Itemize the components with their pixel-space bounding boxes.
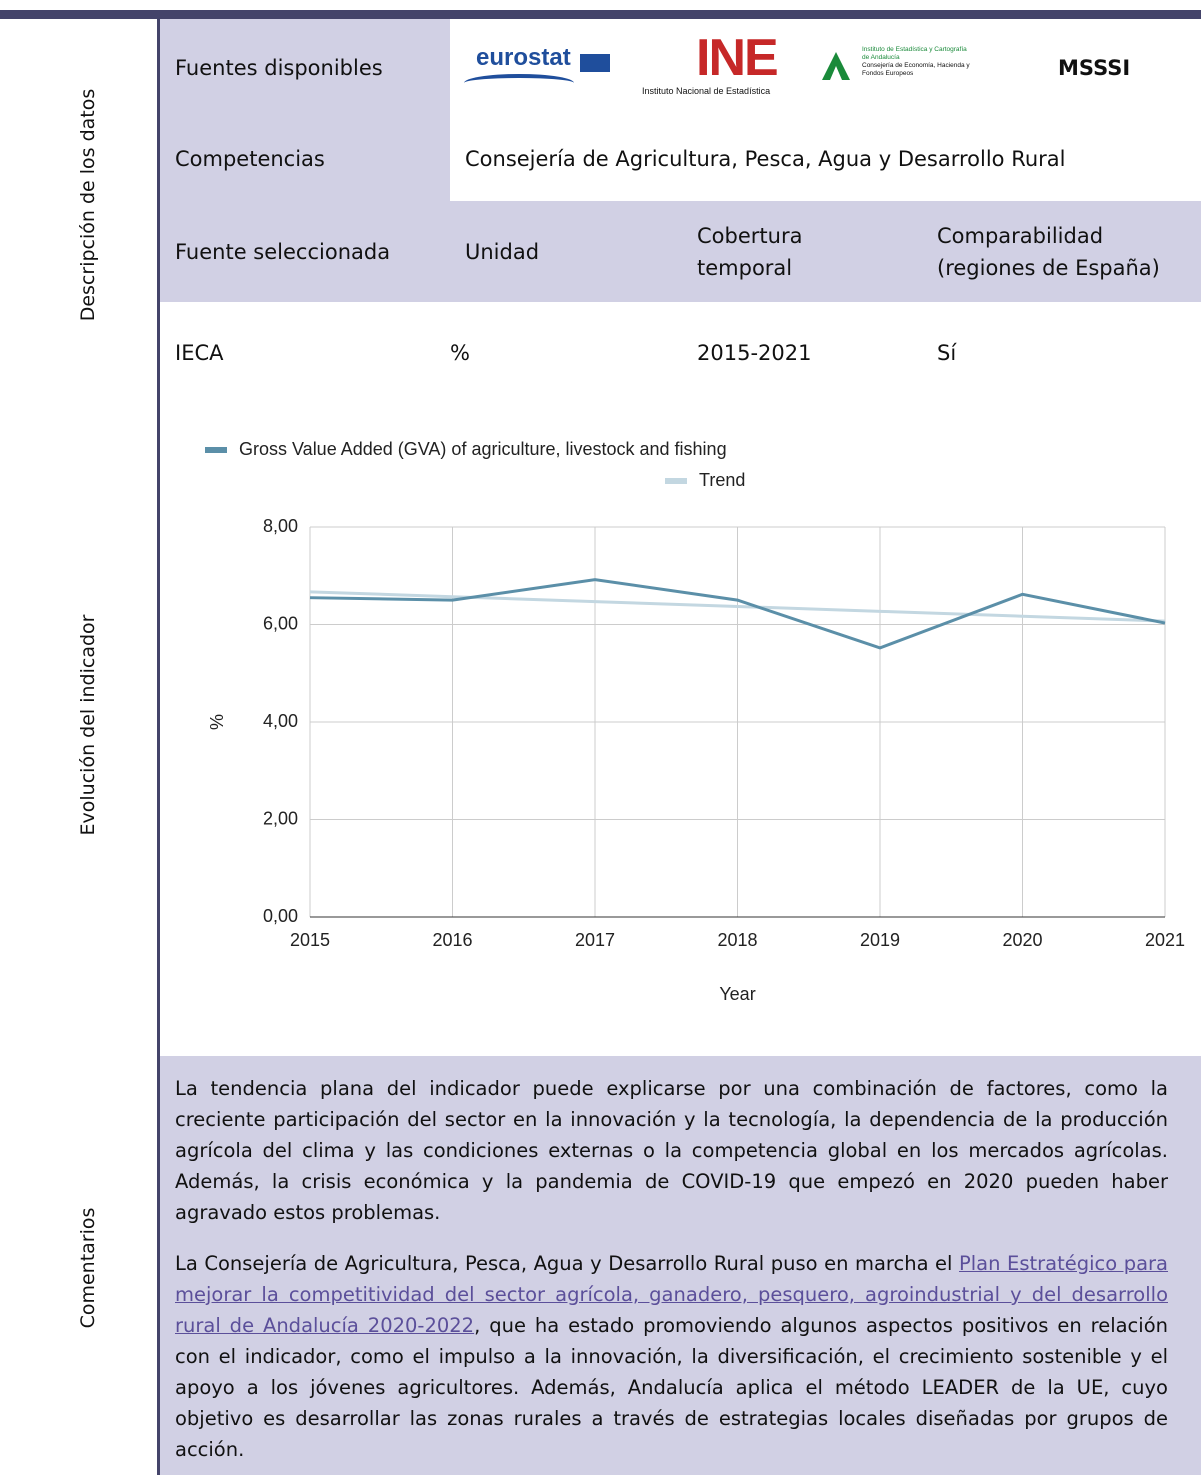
series-line: [309, 578, 1166, 650]
x-tick-label: 2021: [1145, 930, 1185, 950]
header-cell: Unidad: [465, 239, 540, 264]
top-bar: [0, 10, 1201, 19]
header-row: [160, 201, 1201, 302]
side-label: Descripción de los datos: [77, 88, 99, 322]
y-tick-label: 2,00: [263, 808, 298, 828]
y-tick-label: 6,00: [263, 613, 298, 633]
series-line: [309, 590, 1166, 623]
text: La Consejería de Agricultura, Pesca, Agu…: [175, 1252, 959, 1275]
text: , que ha estado promoviendo algunos aspe…: [175, 1314, 1168, 1461]
logo-subtext: Instituto Nacional de Estadística: [642, 86, 771, 96]
header-cell: Fuente seleccionada: [175, 239, 391, 264]
ieca-logo: Instituto de Estadística y Cartografía d…: [822, 46, 972, 86]
x-tick-label: 2015: [290, 930, 330, 950]
value-cell: Consejería de Agricultura, Pesca, Agua y…: [465, 147, 1066, 171]
table-cell: %: [450, 341, 470, 365]
side-label: Evolución del indicador: [77, 614, 99, 836]
x-tick-label: 2017: [575, 930, 615, 950]
side-label: Comentarios: [77, 1207, 99, 1329]
y-tick-label: 8,00: [263, 516, 298, 536]
logo-text: MSSSI: [1058, 56, 1131, 80]
eu-flag: [580, 54, 610, 72]
paragraph: La tendencia plana del indicador puede e…: [175, 1077, 1168, 1224]
logo-mark: [822, 52, 850, 80]
logo-subtext: Instituto de Estadística y Cartografía d…: [862, 46, 967, 61]
eurostat-logo: eurostat: [464, 36, 614, 96]
logo-text: INE: [696, 29, 779, 87]
chart: 0,00 2,00 4,00 6,00 8,00 2015 2016 2017 2018 2019…: [205, 439, 1185, 1004]
comments-box: [160, 1056, 1201, 1475]
x-tick-label: 2018: [717, 930, 757, 950]
y-axis-label: %: [207, 714, 227, 730]
legend-label: Gross Value Added (GVA) of agriculture, …: [239, 439, 727, 459]
x-tick-label: 2020: [1002, 930, 1042, 950]
link[interactable]: Plan Estratégico para mejorar la competi…: [175, 1252, 1169, 1337]
paragraph: La Consejería de Agricultura, Pesca, Agu…: [175, 1248, 1168, 1465]
left-rule: [157, 19, 160, 1475]
y-tick-label: 0,00: [263, 906, 298, 926]
x-tick-label: 2016: [432, 930, 472, 950]
header-cell: Comparabilidad (regiones de España): [937, 223, 1160, 280]
logo-subtext: Consejería de Economía, Hacienda y Fondo…: [862, 62, 970, 77]
header-cell: Cobertura temporal: [697, 223, 803, 280]
legend-swatch: [205, 447, 227, 453]
label-cell: Competencias: [160, 117, 450, 201]
table-cell: IECA: [175, 341, 224, 365]
table-cell: Sí: [937, 341, 957, 365]
x-axis-label: Year: [719, 984, 755, 1004]
logo-text: eurostat: [476, 44, 571, 71]
legend-swatch: [665, 478, 687, 484]
label-cell: Fuentes disponibles: [160, 19, 450, 117]
ine-logo: INE Instituto Nacional de Estadística: [640, 29, 800, 100]
swoosh: [464, 74, 574, 92]
y-tick-label: 4,00: [263, 711, 298, 731]
legend-label: Trend: [699, 470, 745, 490]
table-cell: 2015-2021: [697, 341, 812, 365]
x-tick-label: 2019: [860, 930, 900, 950]
